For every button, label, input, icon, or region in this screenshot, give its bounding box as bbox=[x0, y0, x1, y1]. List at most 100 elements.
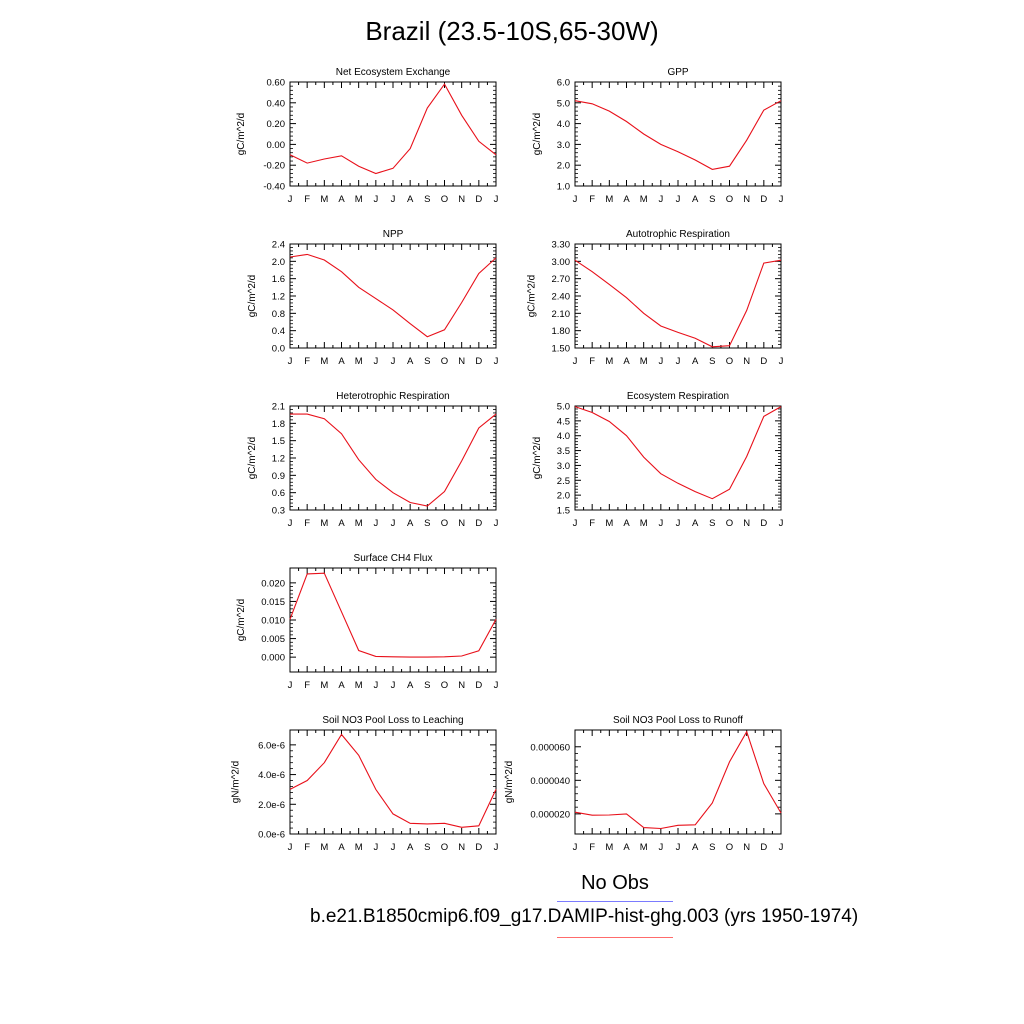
x-tick-label: J bbox=[494, 680, 499, 691]
y-tick-label: 1.6 bbox=[272, 274, 285, 285]
x-tick-label: J bbox=[391, 842, 396, 853]
x-tick-label: O bbox=[441, 518, 448, 529]
y-tick-label: 0.20 bbox=[267, 119, 286, 130]
x-tick-label: O bbox=[726, 518, 733, 529]
x-tick-label: M bbox=[320, 842, 328, 853]
x-tick-label: M bbox=[355, 842, 363, 853]
x-tick-label: S bbox=[709, 356, 715, 367]
x-tick-label: N bbox=[743, 842, 750, 853]
x-tick-label: O bbox=[441, 680, 448, 691]
y-tick-label: 1.80 bbox=[552, 326, 571, 337]
y-tick-label: 1.0 bbox=[557, 182, 570, 193]
x-tick-label: J bbox=[288, 842, 293, 853]
x-tick-label: A bbox=[692, 518, 699, 529]
x-tick-label: A bbox=[623, 194, 630, 205]
x-tick-label: N bbox=[743, 194, 750, 205]
x-tick-label: S bbox=[424, 194, 430, 205]
x-tick-label: A bbox=[338, 194, 345, 205]
x-tick-label: J bbox=[391, 194, 396, 205]
y-tick-label: 2.0 bbox=[557, 161, 570, 172]
x-tick-label: F bbox=[589, 842, 595, 853]
x-tick-label: J bbox=[373, 356, 378, 367]
y-tick-label: 2.0e-6 bbox=[258, 800, 285, 811]
series-line bbox=[289, 733, 497, 828]
x-tick-label: J bbox=[573, 356, 578, 367]
x-tick-label: D bbox=[760, 842, 767, 853]
x-tick-label: J bbox=[779, 518, 784, 529]
x-tick-label: A bbox=[623, 356, 630, 367]
series-line bbox=[290, 413, 497, 507]
panel-title: Surface CH4 Flux bbox=[354, 553, 433, 564]
panel-title: Autotrophic Respiration bbox=[626, 229, 730, 240]
y-axis-label: gN/m^2/d bbox=[504, 761, 515, 804]
series-line bbox=[574, 259, 782, 348]
y-tick-label: 3.5 bbox=[557, 446, 570, 457]
x-tick-label: A bbox=[407, 842, 414, 853]
y-axis-label: gC/m^2/d bbox=[247, 275, 258, 318]
panel-title: Net Ecosystem Exchange bbox=[336, 67, 451, 78]
x-tick-label: J bbox=[373, 518, 378, 529]
series-line bbox=[289, 253, 497, 338]
panel-title: Ecosystem Respiration bbox=[627, 391, 729, 402]
y-axis-label: gN/m^2/d bbox=[230, 761, 241, 804]
y-axis-label: gC/m^2/d bbox=[247, 437, 258, 480]
y-axis-label: gC/m^2/d bbox=[236, 113, 247, 156]
x-tick-label: F bbox=[589, 518, 595, 529]
y-tick-label: 0.40 bbox=[267, 98, 286, 109]
x-tick-label: M bbox=[605, 194, 613, 205]
x-tick-label: J bbox=[494, 356, 499, 367]
legend-model-line bbox=[557, 937, 673, 938]
y-axis-label: gC/m^2/d bbox=[527, 275, 538, 318]
y-tick-label: 6.0e-6 bbox=[258, 740, 285, 751]
x-tick-label: J bbox=[288, 194, 293, 205]
x-tick-label: A bbox=[407, 356, 414, 367]
y-tick-label: 0.010 bbox=[261, 616, 285, 627]
y-tick-label: 0.3 bbox=[272, 506, 285, 517]
y-tick-label: 1.2 bbox=[272, 292, 285, 303]
x-tick-label: J bbox=[494, 518, 499, 529]
x-tick-label: J bbox=[779, 356, 784, 367]
x-tick-label: M bbox=[320, 680, 328, 691]
x-tick-label: D bbox=[760, 518, 767, 529]
series-line bbox=[574, 100, 782, 170]
y-tick-label: 0.00 bbox=[267, 140, 286, 151]
x-tick-label: M bbox=[355, 680, 363, 691]
x-tick-label: J bbox=[373, 680, 378, 691]
x-tick-label: A bbox=[338, 680, 345, 691]
x-tick-label: J bbox=[658, 194, 663, 205]
x-tick-label: J bbox=[658, 518, 663, 529]
plot-frame bbox=[289, 729, 497, 835]
x-tick-label: S bbox=[424, 356, 430, 367]
x-tick-label: M bbox=[320, 518, 328, 529]
series-line bbox=[574, 406, 782, 500]
y-tick-label: 0.015 bbox=[261, 597, 285, 608]
x-tick-label: S bbox=[709, 518, 715, 529]
x-tick-label: D bbox=[475, 842, 482, 853]
x-tick-label: O bbox=[726, 356, 733, 367]
y-tick-label: 0.000020 bbox=[530, 809, 570, 820]
x-tick-label: M bbox=[605, 518, 613, 529]
plot-frame bbox=[574, 729, 782, 835]
x-tick-label: J bbox=[494, 842, 499, 853]
plot-frame bbox=[289, 405, 497, 511]
x-tick-label: M bbox=[355, 194, 363, 205]
x-tick-label: S bbox=[709, 842, 715, 853]
x-tick-label: M bbox=[355, 518, 363, 529]
x-tick-label: J bbox=[373, 194, 378, 205]
panel-title: Soil NO3 Pool Loss to Leaching bbox=[322, 715, 463, 726]
panel-title: Soil NO3 Pool Loss to Runoff bbox=[613, 715, 743, 726]
x-tick-label: A bbox=[623, 842, 630, 853]
x-tick-label: O bbox=[441, 842, 448, 853]
x-tick-label: A bbox=[407, 518, 414, 529]
y-tick-label: 0.4 bbox=[272, 326, 285, 337]
y-axis-label: gC/m^2/d bbox=[532, 113, 543, 156]
x-tick-label: J bbox=[676, 518, 681, 529]
y-tick-label: 0.000 bbox=[261, 653, 285, 664]
x-tick-label: J bbox=[676, 842, 681, 853]
